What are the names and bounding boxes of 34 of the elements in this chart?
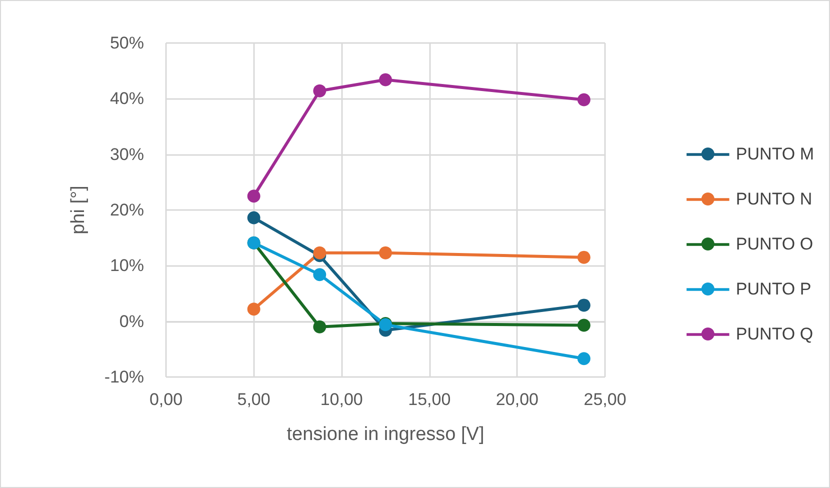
point xyxy=(379,246,392,260)
legend-label: PUNTO O xyxy=(736,234,814,254)
point xyxy=(577,298,590,312)
point xyxy=(577,318,590,332)
point xyxy=(247,302,260,316)
x-tick-label: 0,00 xyxy=(149,390,183,409)
point xyxy=(313,246,326,260)
point xyxy=(247,190,260,203)
legend-label: PUNTO N xyxy=(736,190,812,208)
legend-label: PUNTO Q xyxy=(736,324,814,344)
x-tick-label: 20,00 xyxy=(496,390,538,409)
point xyxy=(577,250,590,264)
y-tick-label: 50% xyxy=(110,34,144,52)
x-tick-label: 25,00 xyxy=(584,390,626,409)
x-tick-label: 15,00 xyxy=(408,390,451,409)
y-axis-title: phi [°] xyxy=(68,186,89,234)
point xyxy=(577,93,590,106)
y-tick-label: -10% xyxy=(104,368,144,386)
point xyxy=(379,73,392,86)
x-tick-label: 5,00 xyxy=(237,390,270,409)
legend-label: PUNTO P xyxy=(736,280,812,298)
y-tick-label: 10% xyxy=(110,256,144,276)
point xyxy=(313,320,326,334)
y-tick-label: 30% xyxy=(110,144,144,164)
x-tick-label: 10,00 xyxy=(320,390,363,409)
x-axis-title: tensione in ingresso [V] xyxy=(286,424,484,445)
y-tick-label: 20% xyxy=(110,200,144,220)
y-tick-label: 0% xyxy=(119,312,144,331)
point xyxy=(313,268,326,282)
point xyxy=(313,84,326,98)
point xyxy=(577,352,590,366)
legend-label: PUNTO M xyxy=(736,144,814,164)
y-tick-label: 40% xyxy=(110,89,144,108)
point xyxy=(247,211,260,224)
